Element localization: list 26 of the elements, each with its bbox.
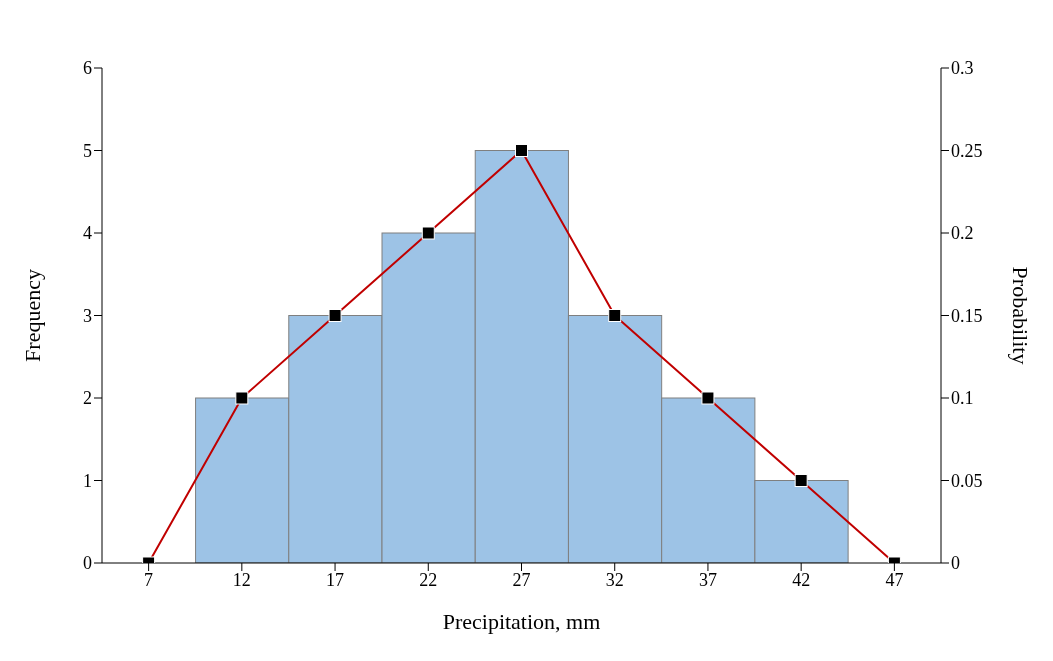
y2-tick-label: 0.2 xyxy=(951,223,974,244)
x-tick-label: 17 xyxy=(326,569,345,590)
x-tick-label: 42 xyxy=(792,569,811,590)
x-tick-label: 27 xyxy=(512,569,531,590)
y2-tick-label: 0 xyxy=(951,553,960,574)
y2-tick-label: 0.15 xyxy=(951,305,983,326)
y2-tick-label: 0.25 xyxy=(951,140,983,161)
y2-tick-label: 0.1 xyxy=(951,388,974,409)
y-tick-label: 5 xyxy=(83,140,92,161)
y-tick-label: 4 xyxy=(83,223,92,244)
x-tick-label: 32 xyxy=(605,569,624,590)
y2-axis-title: Probability xyxy=(1008,266,1034,365)
y-tick-label: 6 xyxy=(83,58,92,79)
x-tick-label: 37 xyxy=(698,569,717,590)
x-tick-label: 47 xyxy=(885,569,904,590)
y2-tick-label: 0.05 xyxy=(951,470,983,491)
x-tick-label: 22 xyxy=(419,569,438,590)
y-tick-label: 2 xyxy=(83,388,92,409)
x-tick-label: 7 xyxy=(144,569,154,590)
y-tick-label: 3 xyxy=(83,305,92,326)
y-tick-label: 0 xyxy=(83,553,92,574)
x-axis-title: Precipitation, mm xyxy=(442,609,601,634)
y-tick-label: 1 xyxy=(83,470,92,491)
x-tick-label: 12 xyxy=(232,569,251,590)
y2-tick-label: 0.3 xyxy=(951,58,974,79)
y-axis-title: Frequency xyxy=(19,269,45,362)
